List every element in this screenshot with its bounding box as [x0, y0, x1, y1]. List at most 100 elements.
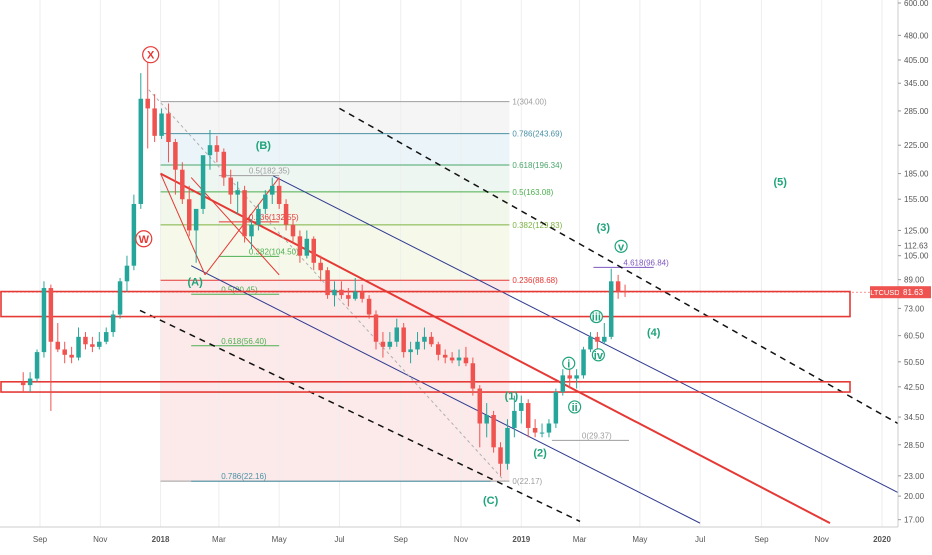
x-tick-label-11: Jul: [695, 535, 705, 544]
fib-shade-5: [160, 280, 510, 482]
fib-small-label-5: 0.786(22.16): [221, 472, 267, 481]
y-tick-label-9: 112.63: [904, 242, 928, 251]
candle-body-3: [41, 288, 47, 353]
wave-label-0: X: [147, 50, 155, 62]
price-tag: 81.63: [903, 288, 924, 297]
wave-label-8: (4): [647, 327, 661, 339]
candle-body-7: [69, 354, 74, 358]
candle-body-38: [283, 203, 289, 225]
y-tick-label-19: 20.00: [904, 492, 925, 501]
candle-body-71: [512, 410, 517, 428]
x-tick-label-12: Sep: [754, 535, 769, 544]
resistance-zone: [0, 290, 851, 318]
wave-circle-13: [591, 348, 605, 362]
candle-body-10: [90, 344, 95, 347]
wave-label-13: iv: [594, 350, 604, 362]
y-tick-label-2: 405.00: [904, 56, 929, 65]
wave-label-14: v: [618, 241, 625, 253]
x-tick-label-9: Mar: [573, 535, 587, 544]
fib-label-1: 0.786(243.69): [512, 130, 562, 139]
wave-circle-0: [142, 46, 160, 64]
candle-body-47: [346, 295, 351, 299]
channel-lower: [190, 265, 701, 524]
candle-body-63: [456, 357, 462, 361]
y-tick-label-15: 42.50: [904, 383, 925, 392]
candle-body-37: [276, 185, 282, 204]
candle-body-35: [263, 194, 268, 209]
candle-body-69: [498, 447, 503, 464]
dashed-upper: [339, 107, 899, 425]
y-tick-label-18: 23.00: [904, 472, 925, 481]
candle-body-58: [422, 336, 427, 342]
y-tick-label-0: 600.00: [904, 0, 929, 8]
candle-body-14: [117, 281, 123, 315]
trend-a1: [160, 173, 206, 276]
channel-upper: [273, 175, 899, 493]
candle-body-80: [574, 375, 579, 379]
candle-body-13: [110, 314, 116, 333]
x-tick-label-13: Nov: [815, 535, 829, 544]
wave-label-5: (1): [505, 391, 519, 403]
fib-label-3: 0.5(163.08): [512, 188, 553, 197]
wave-label-9: (5): [773, 177, 787, 189]
candle-body-61: [442, 354, 448, 358]
y-tick-label-5: 225.00: [904, 141, 929, 150]
wave-label-1: W: [139, 234, 150, 246]
y-tick-label-6: 185.00: [904, 170, 929, 179]
y-tick-label-4: 285.00: [904, 107, 929, 116]
candle-body-65: [470, 363, 476, 389]
fib-small-label-1: 0.236(132.55): [249, 213, 299, 222]
candle-body-28: [214, 145, 220, 152]
y-tick-label-20: 17.00: [904, 516, 925, 525]
candle-body-54: [394, 327, 400, 342]
candle-body-31: [235, 190, 240, 195]
candle-body-52: [380, 341, 386, 347]
candle-body-41: [304, 238, 310, 256]
x-tick-label-1: Nov: [93, 535, 107, 544]
candle-body-53: [387, 341, 393, 347]
y-axis-bg: [898, 0, 932, 550]
y-tick-label-13: 60.50: [904, 332, 925, 341]
candle-body-21: [166, 113, 171, 143]
candle-body-49: [359, 291, 365, 299]
wave-circle-11: [568, 400, 582, 414]
candle-body-33: [249, 224, 254, 237]
candle-body-73: [525, 403, 531, 428]
x-tick-label-2: 2018: [152, 535, 170, 544]
candle-body-26: [200, 155, 206, 209]
y-tick-label-12: 73.00: [904, 304, 925, 313]
candle-body-55: [401, 327, 406, 353]
fib-small-label-7: 4.618(96.84): [623, 258, 669, 267]
candle-body-1: [27, 378, 33, 386]
wave-circle-10: [562, 356, 576, 370]
fib-shade-0: [160, 101, 510, 134]
trend-a3: [190, 177, 280, 276]
y-tick-label-16: 34.50: [904, 413, 925, 422]
candle-body-67: [484, 414, 489, 424]
candle-body-30: [228, 177, 233, 195]
x-tick-label-4: May: [272, 535, 287, 544]
wave-label-7: (3): [597, 222, 611, 234]
trend-a2: [204, 177, 280, 276]
candle-body-2: [34, 352, 40, 379]
fib-label-0: 1(304.00): [512, 98, 547, 107]
candle-body-78: [560, 375, 566, 393]
candle-body-56: [408, 349, 413, 353]
candle-body-18: [145, 98, 150, 109]
candle-body-9: [83, 336, 88, 345]
symbol-tag-bg: [870, 286, 900, 299]
candle-body-81: [581, 349, 586, 376]
candle-body-4: [48, 288, 54, 342]
candle-body-70: [505, 427, 510, 464]
candle-body-23: [180, 169, 185, 200]
candle-body-85: [608, 281, 614, 337]
candle-body-40: [297, 236, 303, 256]
candle-body-29: [221, 151, 227, 178]
fib-label-4: 0.382(129.83): [512, 221, 562, 230]
candle-body-77: [553, 392, 559, 424]
candle-body-25: [193, 208, 199, 231]
wave-label-2: (A): [188, 276, 204, 288]
y-tick-label-8: 125.00: [904, 226, 929, 235]
